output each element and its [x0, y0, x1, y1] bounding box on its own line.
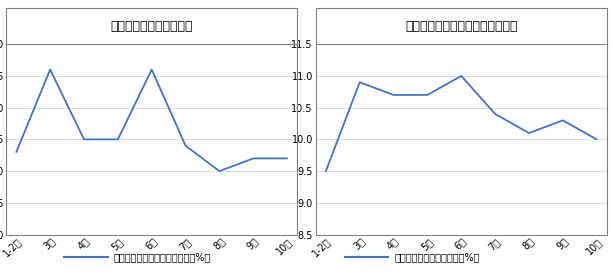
Text: 规模以上工业增加值同比增速（%）: 规模以上工业增加值同比增速（%） [114, 252, 211, 262]
Text: 工业增加值同比增速下降: 工业增加值同比增速下降 [110, 20, 193, 33]
Text: 社会消费品零售总额同比增速回落: 社会消费品零售总额同比增速回落 [405, 20, 517, 33]
Text: 社会消费品零售总额同比（%）: 社会消费品零售总额同比（%） [394, 252, 480, 262]
